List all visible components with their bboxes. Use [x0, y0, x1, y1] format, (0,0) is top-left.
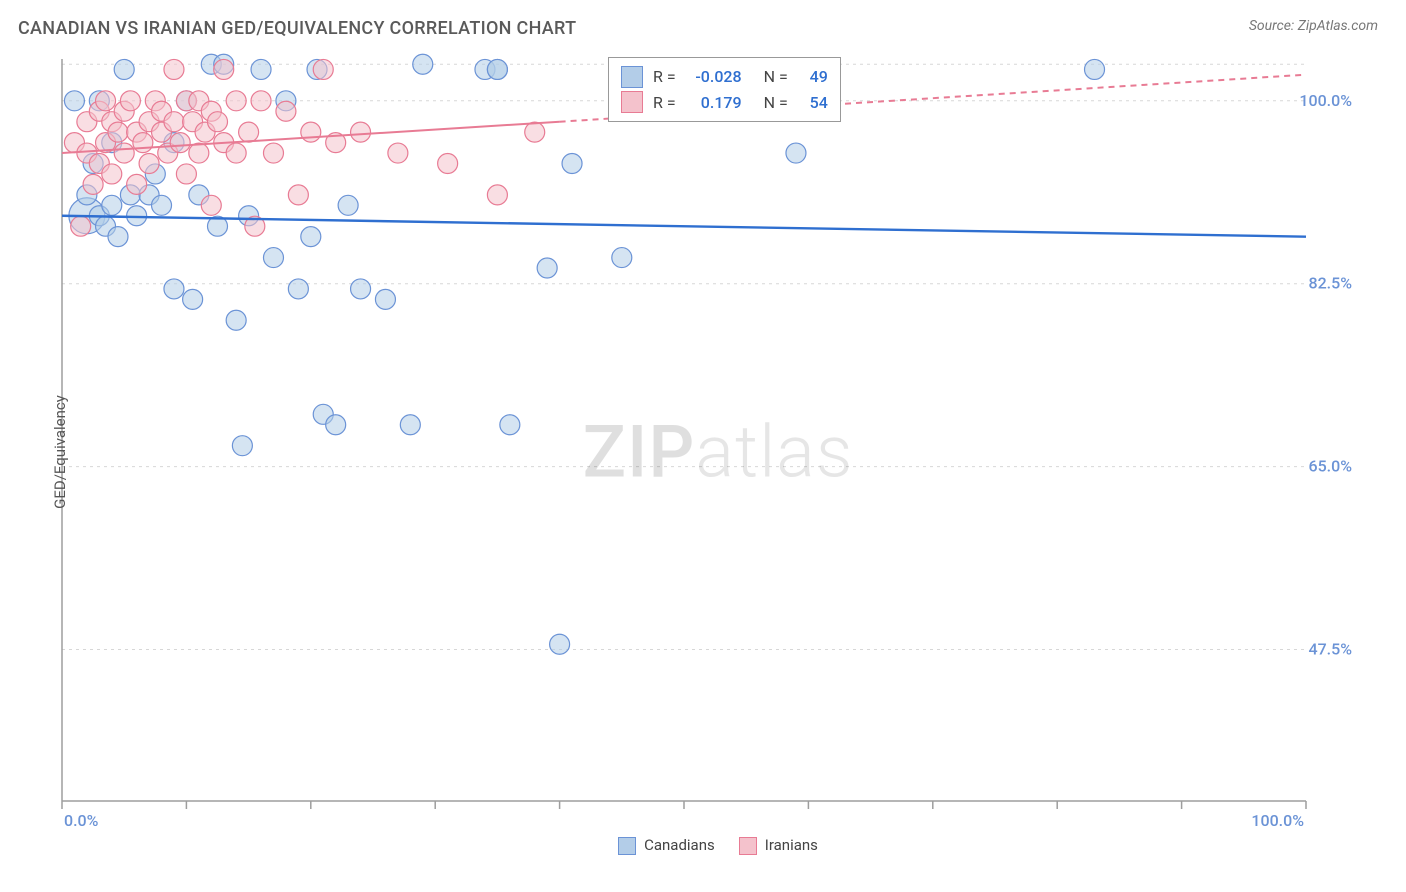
scatter-point: [239, 122, 259, 142]
scatter-point: [232, 436, 252, 456]
scatter-point: [102, 164, 122, 184]
scatter-point: [288, 185, 308, 205]
scatter-point: [120, 91, 140, 111]
scatter-point: [786, 143, 806, 163]
correlation-legend: R = -0.028 N = 49 R = 0.179 N = 54: [608, 57, 841, 122]
x-axis-min-label: 0.0%: [64, 811, 98, 830]
scatter-point: [201, 195, 221, 215]
scatter-point: [313, 59, 333, 79]
scatter-point: [64, 91, 84, 111]
legend-n-label: N =: [764, 64, 788, 90]
scatter-point: [413, 54, 433, 74]
scatter-point: [71, 216, 91, 236]
scatter-point: [226, 91, 246, 111]
scatter-point: [438, 154, 458, 174]
svg-text:82.5%: 82.5%: [1308, 274, 1352, 293]
scatter-point: [288, 279, 308, 299]
scatter-point: [612, 248, 632, 268]
scatter-point: [114, 143, 134, 163]
svg-text:47.5%: 47.5%: [1308, 639, 1352, 658]
x-axis-max-label: 100.0%: [1251, 811, 1304, 830]
scatter-point: [83, 174, 103, 194]
legend-stat-row: R = -0.028 N = 49: [621, 64, 828, 90]
scatter-point: [176, 164, 196, 184]
scatter-point: [170, 133, 190, 153]
svg-text:100.0%: 100.0%: [1299, 91, 1352, 110]
chart-title: CANADIAN VS IRANIAN GED/EQUIVALENCY CORR…: [18, 18, 576, 39]
scatter-point: [351, 279, 371, 299]
scatter-point: [108, 227, 128, 247]
scatter-point: [276, 101, 296, 121]
scatter-point: [127, 174, 147, 194]
scatter-point: [301, 122, 321, 142]
scatter-point: [164, 112, 184, 132]
legend-item: Canadians: [618, 836, 715, 855]
legend-r-value: 0.179: [686, 90, 742, 116]
legend-swatch: [621, 91, 643, 113]
scatter-point: [164, 279, 184, 299]
scatter-point: [226, 143, 246, 163]
scatter-point: [263, 248, 283, 268]
scatter-point: [537, 258, 557, 278]
scatter-point: [114, 59, 134, 79]
scatter-point: [388, 143, 408, 163]
scatter-point: [108, 122, 128, 142]
scatter-point: [351, 122, 371, 142]
scatter-point: [152, 195, 172, 215]
scatter-point: [208, 112, 228, 132]
scatter-point: [487, 185, 507, 205]
legend-n-value: 54: [798, 90, 828, 116]
scatter-point: [96, 91, 116, 111]
legend-item: Iranians: [739, 836, 818, 855]
scatter-point: [375, 289, 395, 309]
legend-label: Iranians: [765, 836, 818, 854]
scatter-point: [164, 59, 184, 79]
scatter-point: [338, 195, 358, 215]
source-link[interactable]: ZipAtlas.com: [1298, 18, 1378, 34]
legend-n-value: 49: [798, 64, 828, 90]
scatter-point: [189, 143, 209, 163]
scatter-point: [487, 59, 507, 79]
source-label: Source:: [1249, 18, 1298, 34]
series-legend: Canadians Iranians: [50, 836, 1386, 855]
svg-text:65.0%: 65.0%: [1308, 457, 1352, 476]
scatter-chart: 47.5% 65.0% 82.5% 100.0%: [50, 49, 1356, 809]
source-attribution: Source: ZipAtlas.com: [1249, 18, 1378, 34]
scatter-point: [251, 59, 271, 79]
y-axis-label: GED/Equivalency: [51, 395, 69, 509]
legend-swatch: [618, 837, 636, 855]
scatter-point: [183, 289, 203, 309]
scatter-point: [214, 59, 234, 79]
scatter-point: [102, 195, 122, 215]
scatter-point: [500, 415, 520, 435]
scatter-point: [301, 227, 321, 247]
scatter-point: [263, 143, 283, 163]
scatter-point: [226, 310, 246, 330]
scatter-point: [133, 133, 153, 153]
scatter-point: [562, 154, 582, 174]
legend-r-value: -0.028: [686, 64, 742, 90]
scatter-point: [400, 415, 420, 435]
legend-n-label: N =: [764, 90, 788, 116]
legend-label: Canadians: [644, 836, 715, 854]
scatter-point: [139, 154, 159, 174]
legend-swatch: [621, 66, 643, 88]
legend-stat-row: R = 0.179 N = 54: [621, 90, 828, 116]
scatter-point: [525, 122, 545, 142]
legend-swatch: [739, 837, 757, 855]
legend-r-label: R =: [653, 64, 676, 90]
scatter-point: [550, 634, 570, 654]
legend-r-label: R =: [653, 90, 676, 116]
scatter-point: [251, 91, 271, 111]
scatter-point: [326, 415, 346, 435]
scatter-point: [1085, 59, 1105, 79]
